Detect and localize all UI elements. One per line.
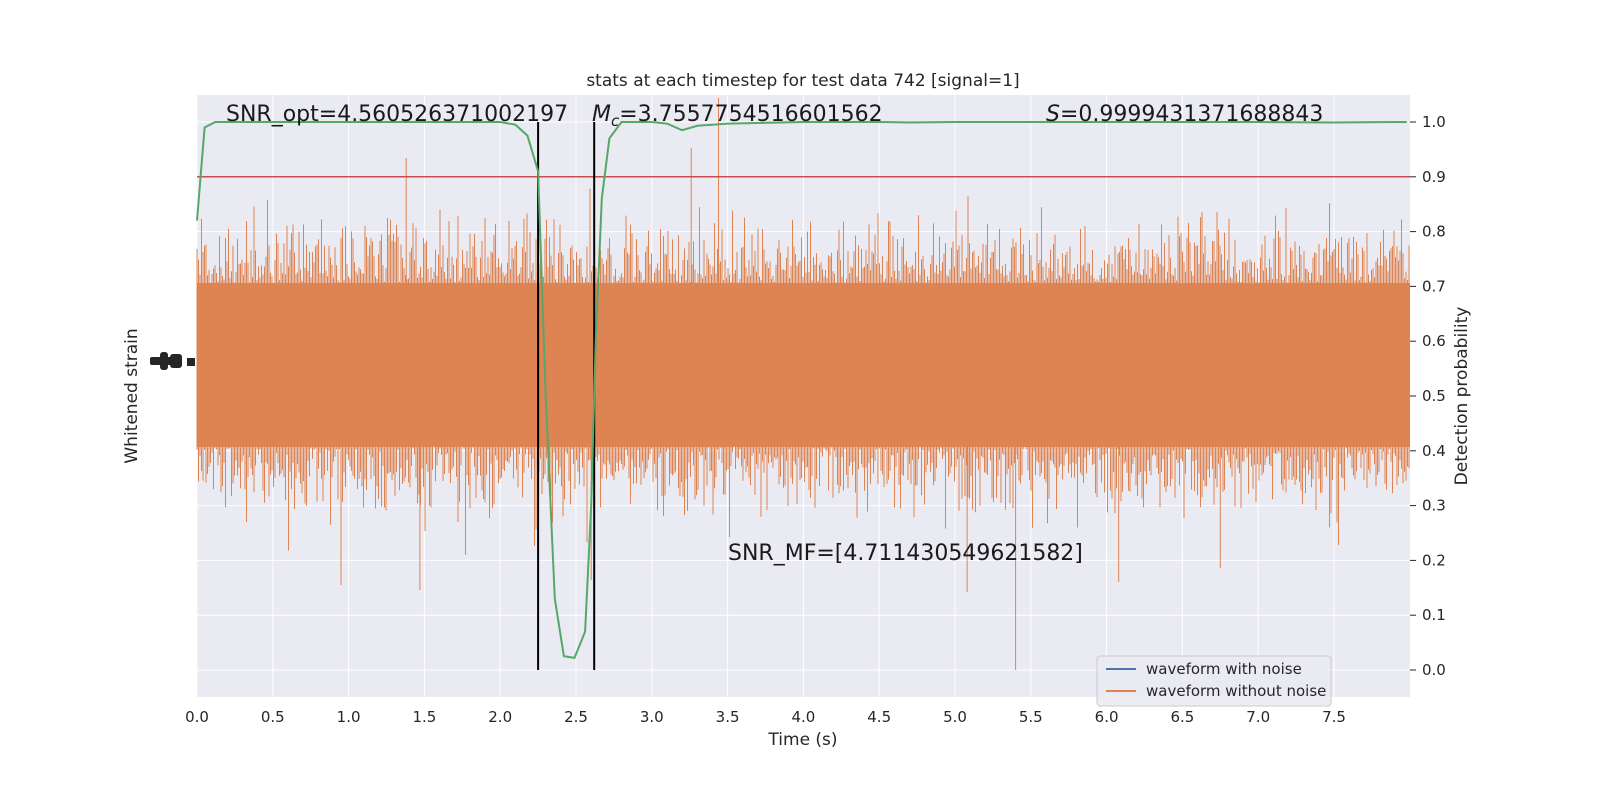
chirp-mass-annotation: Mc=3.7557754516601562 bbox=[592, 102, 883, 130]
chirp-mass-subscript: c bbox=[611, 112, 620, 130]
chart-title: stats at each timestep for test data 742… bbox=[586, 71, 1019, 91]
y-tick-label-9: 0.9 bbox=[1422, 168, 1446, 186]
x-tick-label-0: 0.0 bbox=[185, 708, 209, 726]
legend-label-with-noise: waveform with noise bbox=[1146, 660, 1302, 678]
y-tick-label-4: 0.4 bbox=[1422, 442, 1446, 460]
x-tick-label-1: 0.5 bbox=[261, 708, 285, 726]
legend-box bbox=[1096, 655, 1332, 707]
x-tick-label-13: 6.5 bbox=[1170, 708, 1194, 726]
x-tick-label-10: 5.0 bbox=[943, 708, 967, 726]
s-symbol: S bbox=[1046, 102, 1060, 127]
noise-trace bbox=[196, 98, 1410, 670]
y-tick-label-8: 0.8 bbox=[1422, 223, 1446, 241]
x-tick-label-3: 1.5 bbox=[412, 708, 436, 726]
x-tick-label-15: 7.5 bbox=[1322, 708, 1346, 726]
x-tick-label-5: 2.5 bbox=[564, 708, 588, 726]
x-tick-label-6: 3.0 bbox=[640, 708, 664, 726]
snr-opt-annotation: SNR_opt=4.560526371002197 bbox=[226, 102, 568, 127]
chirp-mass-value: =3.7557754516601562 bbox=[619, 102, 882, 127]
y-tick-label-1: 0.1 bbox=[1422, 606, 1446, 624]
s-value: =0.9999431371688843 bbox=[1060, 102, 1323, 127]
x-axis-label: Time (s) bbox=[767, 730, 837, 750]
left-axis-label: Whitened strain bbox=[122, 328, 142, 463]
x-tick-label-14: 7.0 bbox=[1246, 708, 1270, 726]
x-tick-label-4: 2.0 bbox=[488, 708, 512, 726]
y-tick-label-5: 0.5 bbox=[1422, 387, 1446, 405]
snr-mf-annotation: SNR_MF=[4.711430549621582] bbox=[728, 541, 1083, 566]
y-tick-label-0: 0.0 bbox=[1422, 661, 1446, 679]
noise-waveform-series bbox=[196, 98, 1410, 670]
x-tick-label-12: 6.0 bbox=[1095, 708, 1119, 726]
right-axis-ticks: 0.0 0.1 0.2 0.3 0.4 0.5 0.6 0.7 0.8 0.9 1.0 bbox=[1410, 113, 1446, 679]
x-tick-label-8: 4.0 bbox=[791, 708, 815, 726]
detection-probability-series bbox=[196, 121, 1407, 660]
x-axis-ticks: 0.0 0.5 1.0 1.5 2.0 2.5 3.0 3.5 4.0 4.5 5.0 5.5 6.0 6… bbox=[185, 708, 1346, 726]
x-tick-label-9: 4.5 bbox=[867, 708, 891, 726]
legend: waveform with noise waveform without noi… bbox=[1096, 655, 1332, 707]
x-tick-label-7: 3.5 bbox=[716, 708, 740, 726]
y-tick-label-7: 0.7 bbox=[1422, 277, 1446, 295]
s-annotation: S=0.9999431371688843 bbox=[1046, 102, 1323, 127]
y-tick-label-6: 0.6 bbox=[1422, 332, 1446, 350]
x-tick-label-11: 5.5 bbox=[1019, 708, 1043, 726]
x-tick-label-2: 1.0 bbox=[337, 708, 361, 726]
chirp-mass-symbol: M bbox=[592, 102, 611, 127]
left-axis-overlap-ticks bbox=[150, 352, 195, 370]
right-axis-label: Detection probability bbox=[1452, 307, 1472, 486]
y-tick-label-3: 0.3 bbox=[1422, 497, 1446, 515]
y-tick-label-2: 0.2 bbox=[1422, 551, 1446, 569]
legend-label-without-noise: waveform without noise bbox=[1146, 682, 1326, 700]
y-tick-label-10: 1.0 bbox=[1422, 113, 1446, 131]
series-line-0 bbox=[196, 121, 1407, 660]
